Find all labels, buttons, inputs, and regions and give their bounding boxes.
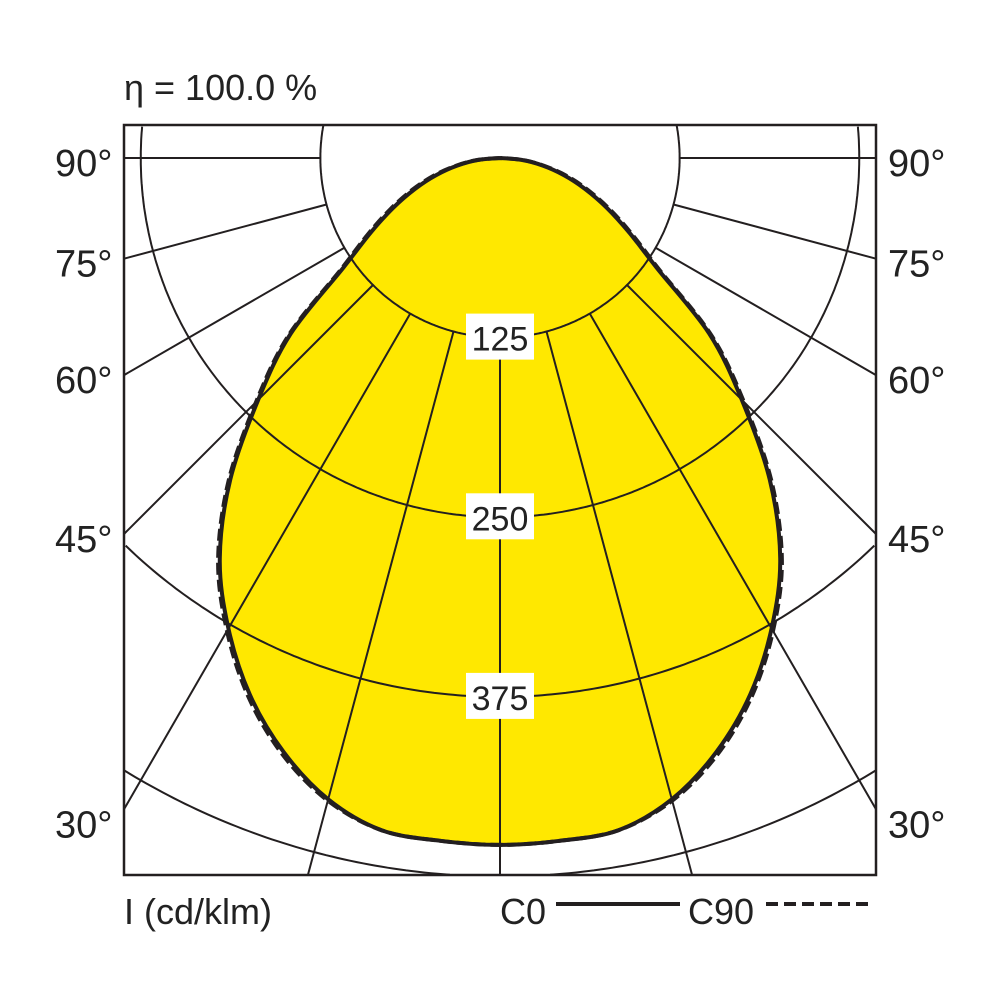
- legend-c0-label: C0: [500, 891, 546, 932]
- angle-label-left-90: 90°: [55, 143, 112, 185]
- series-c90-curve: [216, 156, 784, 847]
- angle-line-75: [673, 203, 877, 260]
- angle-line-30: [588, 313, 877, 810]
- angle-line--75: [123, 203, 327, 260]
- radial-label-250: 250: [472, 500, 529, 538]
- angle-label-left-30: 30°: [55, 804, 112, 846]
- radial-circle-375: [125, 544, 875, 698]
- angle-label-right-90: 90°: [888, 143, 945, 185]
- angle-line--60: [123, 246, 345, 376]
- angle-line-45: [626, 284, 877, 535]
- angle-label-left-45: 45°: [55, 519, 112, 561]
- angle-label-right-30: 30°: [888, 804, 945, 846]
- angle-label-right-45: 45°: [888, 519, 945, 561]
- legend-c90-label: C90: [688, 891, 754, 932]
- radial-label-375: 375: [472, 680, 529, 718]
- radial-label-bg: [466, 493, 534, 540]
- angle-line-15: [545, 331, 694, 876]
- angle-label-left-60: 60°: [55, 360, 112, 402]
- radial-label-125: 125: [472, 321, 529, 359]
- plot-frame: [122, 123, 878, 877]
- angle-line-60: [655, 246, 877, 376]
- unit-label: I (cd/klm): [124, 891, 272, 932]
- radial-circle-250: [139, 126, 861, 519]
- angle-line--30: [123, 313, 412, 810]
- angle-label-right-60: 60°: [888, 360, 945, 402]
- angle-label-right-75: 75°: [888, 244, 945, 286]
- angle-label-left-75: 75°: [55, 244, 112, 286]
- angle-line--45: [123, 284, 374, 535]
- radial-circle-125: [319, 125, 681, 339]
- angle-line--15: [306, 331, 455, 876]
- radial-label-bg: [466, 313, 534, 360]
- chart-title: η = 100.0 %: [124, 67, 317, 108]
- radial-circle-500: [124, 769, 876, 876]
- radial-label-bg: [466, 672, 534, 719]
